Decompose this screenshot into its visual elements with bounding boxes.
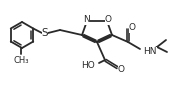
Text: CH₃: CH₃: [13, 56, 29, 65]
Text: O: O: [129, 23, 136, 32]
Text: HO: HO: [81, 61, 95, 70]
Text: O: O: [105, 15, 111, 24]
Text: HN: HN: [143, 46, 156, 56]
Text: N: N: [84, 15, 90, 24]
Text: S: S: [42, 28, 48, 38]
Text: O: O: [118, 65, 125, 73]
